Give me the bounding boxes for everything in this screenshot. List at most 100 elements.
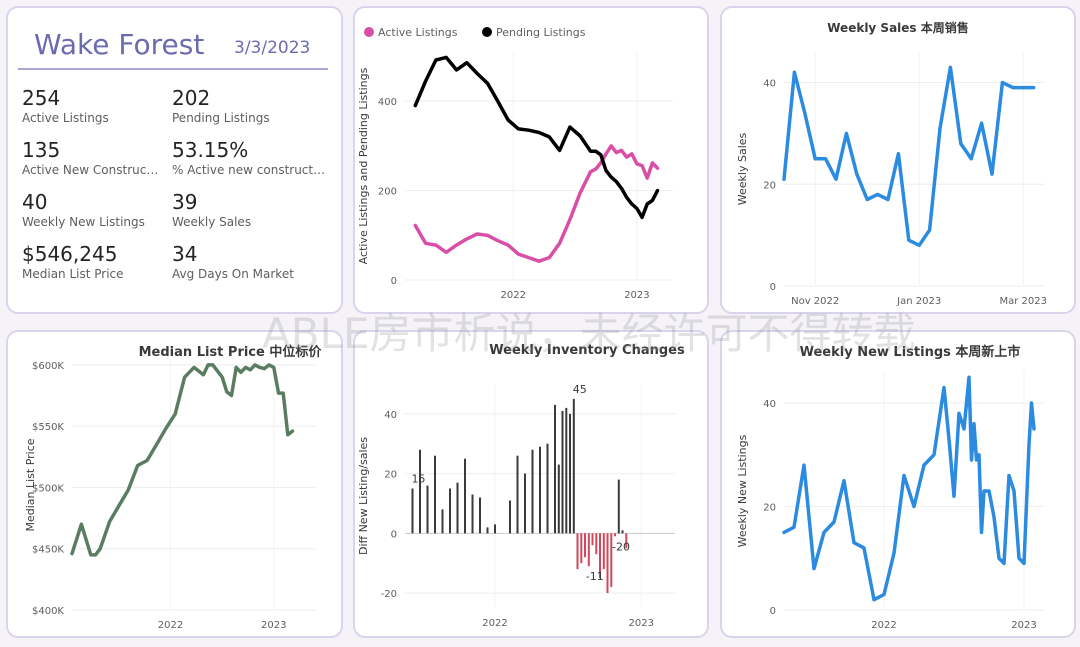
x-tick-label: 2023 (261, 620, 286, 631)
kpi-active-new-constructions: 135 Active New Constructions (22, 138, 162, 178)
x-tick-label: Jan 2023 (896, 296, 941, 307)
kpi-label: Active Listings (22, 111, 109, 125)
series-line (413, 55, 660, 220)
bar (595, 533, 598, 555)
bar (621, 530, 624, 534)
bar (614, 533, 616, 537)
y-tick-label: $550K (32, 422, 64, 433)
series-line (413, 144, 660, 263)
legend-marker (482, 27, 492, 37)
bar (531, 449, 534, 534)
x-tick-label: 2022 (871, 620, 896, 631)
kpi-value: 53.15% (172, 138, 249, 162)
bar (599, 533, 601, 579)
legend-label: Active Listings (378, 26, 458, 39)
y-tick-label: 400 (378, 97, 397, 108)
bar (617, 479, 620, 534)
bar (509, 500, 511, 534)
data-label: -20 (612, 540, 630, 553)
bar (494, 524, 496, 534)
inventory-bar-chart: Weekly Inventory Changes -20 0 20 40 2022 2023… (357, 343, 685, 629)
y-tick-label: 200 (378, 187, 397, 198)
weekly-sales-line-chart: Weekly Sales 本周销售 0 20 40 Nov 2022 Jan 2023 Ma… (736, 20, 1047, 307)
data-label: 45 (573, 383, 587, 396)
kpi-avg-days-on-market: 34 Avg Days On Market (172, 242, 327, 282)
y-tick-label: $450K (32, 545, 64, 556)
y-tick-label: 0 (391, 529, 397, 540)
bar (554, 404, 556, 534)
y-tick-label: 0 (770, 282, 776, 293)
city-title: Wake Forest (34, 28, 205, 61)
y-tick-label: -20 (381, 589, 397, 600)
x-tick-label: Nov 2022 (791, 296, 839, 307)
kpi-value: 135 (22, 138, 61, 162)
series-line (782, 65, 1036, 248)
y-axis-label: Active Listings and Pending Listings (357, 67, 370, 264)
kpi-card: Wake Forest 3/3/2023 254 Active Listings… (6, 6, 343, 314)
y-tick-label: 40 (763, 399, 776, 410)
report-date: 3/3/2023 (234, 38, 311, 58)
bar (419, 449, 421, 534)
kpi-label: Weekly Sales (172, 215, 252, 229)
y-tick-label: 20 (763, 503, 776, 514)
bar (516, 455, 519, 534)
chart-title: Weekly Sales 本周销售 (827, 20, 969, 35)
kpi-weekly-new-listings: 40 Weekly New Listings (22, 190, 177, 230)
kpi-active-listings: 254 Active Listings (22, 86, 177, 126)
y-axis-label: Median List Price (24, 438, 37, 531)
y-tick-label: $500K (32, 483, 64, 494)
bar (479, 497, 481, 534)
y-axis-label: Diff New Listing/sales (357, 437, 370, 555)
y-axis-label: Weekly New Listings (736, 434, 749, 547)
x-tick-label: 2022 (501, 290, 526, 301)
bar (524, 473, 526, 534)
bar (610, 533, 613, 588)
bar (471, 494, 474, 534)
kpi-pending-listings: 202 Pending Listings (172, 86, 327, 126)
kpi-label: Weekly New Listings (22, 215, 145, 229)
y-tick-label: 40 (384, 410, 397, 421)
weekly-sales-chart-card: Weekly Sales 本周销售 0 20 40 Nov 2022 Jan 2023 Ma… (720, 6, 1076, 314)
kpi-pct-new-constructions: 53.15% % Active new constructions (172, 138, 327, 178)
bar (546, 443, 549, 534)
bar (486, 527, 489, 534)
kpi-value: 39 (172, 190, 198, 214)
new-listings-chart-card: Weekly New Listings 本周新上市 0 20 40 2022 2023 We… (720, 330, 1076, 638)
bar (625, 533, 628, 549)
y-tick-label: $400K (32, 606, 64, 617)
y-axis-label: Weekly Sales (736, 132, 749, 205)
bar (606, 533, 609, 593)
median-price-chart-card: Median List Price 中位标价 $400K $450K $500K $55… (6, 330, 343, 638)
y-tick-label: 0 (770, 606, 776, 617)
kpi-value: 40 (22, 190, 48, 214)
kpi-value: $546,245 (22, 242, 118, 266)
kpi-label: Active New Constructions (22, 163, 162, 177)
kpi-label: Median List Price (22, 267, 124, 281)
bar (572, 398, 575, 534)
median-price-line-chart: Median List Price 中位标价 $400K $450K $500K $55… (24, 344, 322, 631)
title-divider (18, 68, 328, 70)
kpi-label: % Active new constructions (172, 163, 327, 177)
x-tick-label: 2023 (1011, 620, 1036, 631)
listings-chart-card: 0 200 400 2022 2023 Active Listings and Pendi… (353, 6, 709, 314)
bar (434, 455, 436, 534)
kpi-value: 34 (172, 242, 198, 266)
bar (587, 533, 590, 567)
x-tick-label: 2022 (482, 618, 507, 629)
legend-marker (364, 27, 374, 37)
x-tick-label: 2023 (624, 290, 649, 301)
bar (456, 482, 459, 534)
bar (557, 464, 560, 534)
inventory-chart-card: Weekly Inventory Changes -20 0 20 40 2022 2023… (353, 330, 709, 638)
chart-title: Weekly New Listings 本周新上市 (800, 344, 1021, 360)
data-label: -11 (586, 570, 604, 583)
kpi-value: 254 (22, 86, 61, 110)
x-tick-label: 2023 (629, 618, 654, 629)
bar (602, 533, 605, 570)
y-tick-label: 0 (391, 276, 397, 287)
bar (591, 533, 594, 546)
kpi-weekly-sales: 39 Weekly Sales (172, 190, 327, 230)
bar (411, 488, 414, 534)
kpi-label: Pending Listings (172, 111, 270, 125)
bar (464, 458, 466, 534)
